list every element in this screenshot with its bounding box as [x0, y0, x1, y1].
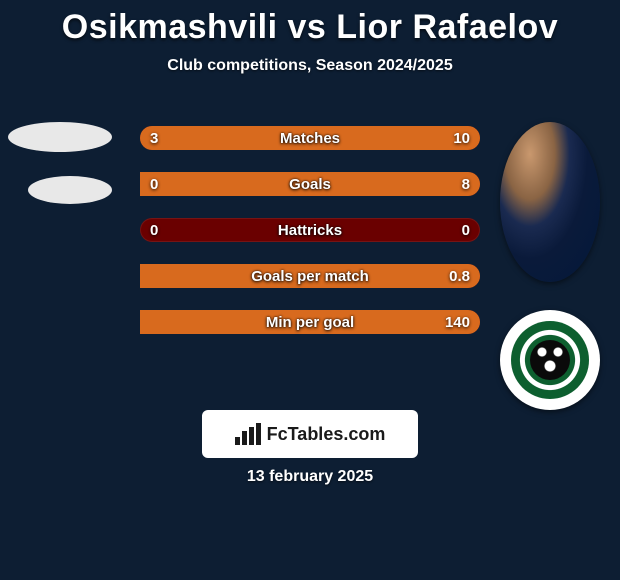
page-title: Osikmashvili vs Lior Rafaelov	[0, 0, 620, 47]
bar-chart-icon	[235, 423, 261, 445]
player-left-club-badge	[28, 176, 112, 204]
stat-row: 08Goals	[140, 172, 480, 196]
stat-label: Goals per match	[140, 264, 480, 288]
stat-label: Matches	[140, 126, 480, 150]
stat-row: 140Min per goal	[140, 310, 480, 334]
stat-row: 0.8Goals per match	[140, 264, 480, 288]
stat-row: 310Matches	[140, 126, 480, 150]
logo-text: FcTables.com	[267, 424, 386, 445]
player-left-avatar	[8, 122, 112, 152]
fctables-logo: FcTables.com	[202, 410, 418, 458]
player-right-avatar	[500, 122, 600, 282]
soccer-ball-icon	[530, 340, 570, 380]
stats-container: 310Matches 08Goals 00Hattricks 0.8Goals per…	[140, 126, 480, 356]
stat-row: 00Hattricks	[140, 218, 480, 242]
date-label: 13 february 2025	[0, 468, 620, 486]
stat-label: Goals	[140, 172, 480, 196]
subtitle: Club competitions, Season 2024/2025	[0, 57, 620, 75]
stat-label: Hattricks	[140, 218, 480, 242]
club-badge-ring	[511, 321, 589, 399]
player-right-club-badge	[500, 310, 600, 410]
stat-label: Min per goal	[140, 310, 480, 334]
